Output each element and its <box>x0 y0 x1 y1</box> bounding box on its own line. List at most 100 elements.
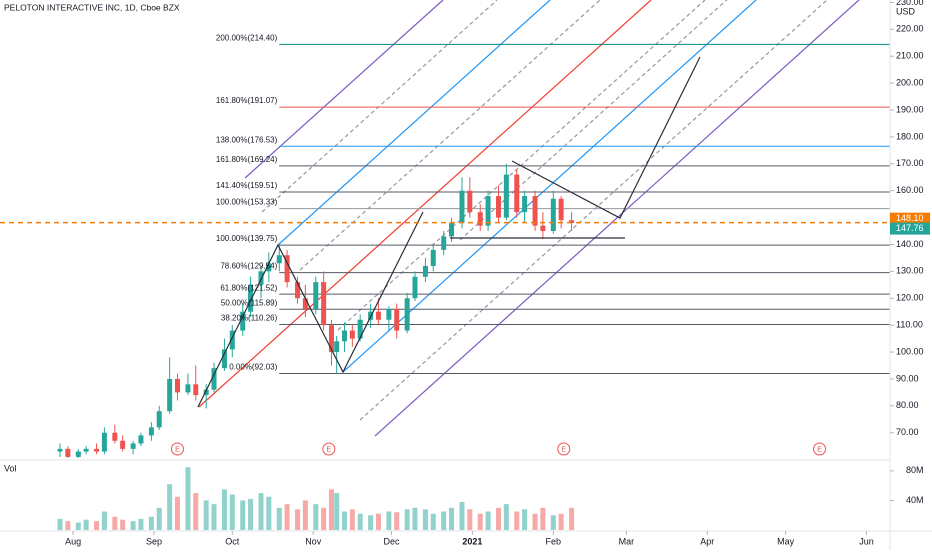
candle-body <box>240 311 246 331</box>
volume-bar <box>569 507 575 530</box>
fib-label: 100.00%(139.75) <box>216 234 278 243</box>
candle-body <box>375 311 381 320</box>
x-tick-label: May <box>777 536 795 546</box>
candle-body <box>266 263 272 272</box>
volume-bar <box>221 489 227 530</box>
volume-bar <box>57 518 63 530</box>
x-tick-label: Sep <box>146 536 162 546</box>
candle-body <box>386 309 392 320</box>
earnings-label: E <box>175 446 180 453</box>
y-tick-label: 210.00 <box>896 51 924 61</box>
candle-body <box>404 298 410 331</box>
volume-bar <box>540 507 546 530</box>
candles <box>57 163 575 458</box>
volume-bar <box>229 494 235 530</box>
y-tick-label: 70.00 <box>896 427 919 437</box>
candle-body <box>503 174 509 218</box>
volume-bar <box>430 513 436 530</box>
volume-title: Vol <box>4 463 17 473</box>
pitchfork-line <box>337 0 706 331</box>
earnings-label: E <box>327 446 332 453</box>
volume-bar <box>284 504 290 530</box>
candle-body <box>569 220 575 223</box>
candle-body <box>496 196 502 218</box>
volume-bar <box>266 496 272 530</box>
volume-bar <box>185 467 191 530</box>
pitchfork-line <box>342 0 757 373</box>
y-tick-label: 140.00 <box>896 239 924 249</box>
volume-bar <box>477 513 483 530</box>
candle-body <box>112 432 118 441</box>
fib-label: 100.00%(153.33) <box>216 198 278 207</box>
price-label: 148.10 <box>896 213 924 223</box>
wave-drawing <box>197 211 424 408</box>
candle-body <box>203 389 209 396</box>
candle-body <box>148 427 154 436</box>
volume-bar <box>193 493 199 530</box>
pitchfork-line <box>299 0 601 271</box>
candle-body <box>130 443 136 449</box>
x-tick-label: Apr <box>700 536 714 546</box>
candle-body <box>449 222 455 237</box>
volume-bar <box>514 511 520 530</box>
x-tick-label: Jun <box>859 536 874 546</box>
fib-label: 138.00%(176.53) <box>216 135 278 144</box>
candle-body <box>94 448 100 452</box>
volume-bar <box>167 484 173 530</box>
pitchfork-line <box>374 0 860 437</box>
candle-body <box>248 284 254 312</box>
candle-body <box>422 265 428 277</box>
pitchfork-line <box>459 0 728 241</box>
candle-body <box>120 440 126 449</box>
earnings-label: E <box>561 446 566 453</box>
candle-body <box>193 384 199 396</box>
candle-body <box>477 212 483 226</box>
volume-bar <box>496 507 502 530</box>
pitchfork-line <box>244 0 444 179</box>
volume-bar <box>101 511 107 530</box>
candle-body <box>221 349 227 369</box>
volume-bar <box>302 500 308 530</box>
x-tick-label: Aug <box>65 536 81 546</box>
candle-body <box>441 236 447 250</box>
y-tick-label: 200.00 <box>896 77 924 87</box>
currency: USD <box>896 6 916 16</box>
volume-bar <box>276 507 282 530</box>
volume-bar <box>130 521 136 530</box>
fib-label: 0.00%(92.03) <box>229 363 277 372</box>
candle-body <box>174 378 180 393</box>
fib-label: 200.00%(214.40) <box>216 33 278 42</box>
candle-body <box>156 411 162 428</box>
volume-bar <box>112 516 118 530</box>
volume-bar <box>240 500 246 530</box>
x-tick-label: Dec <box>383 536 400 546</box>
y-tick-label: 170.00 <box>896 158 924 168</box>
volume-bar <box>328 489 334 530</box>
volume-tick-label: 80M <box>906 465 924 475</box>
volume-bar <box>441 511 447 530</box>
x-tick-label: Nov <box>305 536 322 546</box>
candle-body <box>532 196 538 226</box>
candle-body <box>357 319 363 339</box>
candle-body <box>328 325 334 353</box>
pitchfork-line <box>277 0 551 246</box>
candle-body <box>540 225 546 232</box>
earnings-marker <box>322 442 336 456</box>
candle-body <box>65 448 71 457</box>
candle-body <box>514 174 520 213</box>
earnings-marker <box>813 442 827 456</box>
volume-bar <box>138 518 144 530</box>
volume-bar <box>313 504 319 530</box>
candle-body <box>83 448 89 452</box>
candle-body <box>349 330 355 339</box>
candle-body <box>284 255 290 283</box>
candle-body <box>342 330 348 342</box>
y-tick-label: 90.00 <box>896 373 919 383</box>
price-label: 147.76 <box>896 223 924 233</box>
candle-body <box>167 378 173 412</box>
price-label-box <box>890 212 930 225</box>
volume-bar <box>248 498 254 530</box>
drawings <box>197 56 701 408</box>
volume-bar <box>532 513 538 530</box>
